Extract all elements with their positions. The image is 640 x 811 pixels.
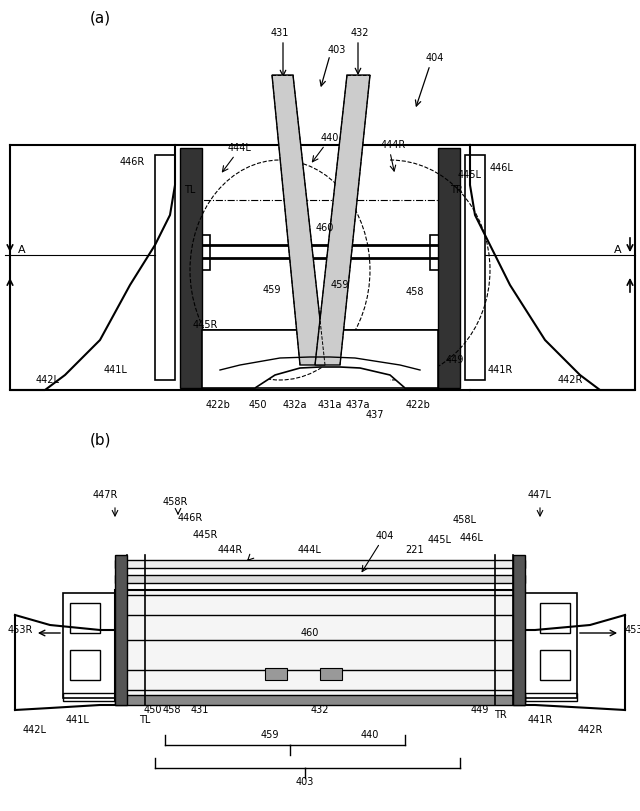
Bar	[115, 575, 525, 583]
Text: 458L: 458L	[453, 515, 477, 525]
Text: 450: 450	[249, 400, 268, 410]
Bar	[525, 693, 577, 701]
Text: 422b: 422b	[406, 400, 431, 410]
Text: 447R: 447R	[92, 490, 118, 500]
Text: 446L: 446L	[460, 533, 484, 543]
Bar	[540, 603, 570, 633]
Text: 459: 459	[263, 285, 281, 295]
Text: 444L: 444L	[298, 545, 322, 555]
Text: 460: 460	[316, 223, 334, 233]
Text: (a): (a)	[90, 11, 111, 25]
Text: 404: 404	[376, 531, 394, 541]
Text: 441R: 441R	[488, 365, 513, 375]
Bar	[155, 155, 175, 380]
Text: TR: TR	[493, 710, 506, 720]
Text: 432: 432	[351, 28, 369, 38]
Bar	[465, 155, 485, 380]
Text: 458: 458	[406, 287, 424, 297]
Text: 442R: 442R	[577, 725, 603, 735]
Text: 441R: 441R	[527, 715, 552, 725]
Text: A: A	[18, 245, 26, 255]
Text: 441L: 441L	[66, 715, 90, 725]
Text: 459: 459	[260, 730, 279, 740]
Bar	[115, 590, 525, 700]
Bar	[70, 650, 100, 680]
Text: 442R: 442R	[557, 375, 582, 385]
Bar	[180, 148, 202, 388]
Text: 221: 221	[406, 545, 424, 555]
Text: 446R: 446R	[177, 513, 203, 523]
Text: 446L: 446L	[490, 163, 514, 173]
Text: 447L: 447L	[528, 490, 552, 500]
Bar	[525, 593, 577, 698]
Text: 444R: 444R	[218, 545, 243, 555]
Text: 445R: 445R	[192, 530, 218, 540]
Text: 404: 404	[426, 53, 444, 63]
Bar	[202, 330, 438, 388]
Text: 442L: 442L	[36, 375, 60, 385]
Text: 403: 403	[328, 45, 346, 55]
Bar	[63, 593, 115, 698]
Text: (b): (b)	[90, 432, 111, 448]
Text: 453L: 453L	[625, 625, 640, 635]
Text: 458: 458	[163, 705, 181, 715]
Text: 403: 403	[296, 777, 314, 787]
Bar	[70, 603, 100, 633]
Text: 431: 431	[191, 705, 209, 715]
Text: 445L: 445L	[458, 170, 482, 180]
Text: 437: 437	[365, 410, 384, 420]
Text: 432: 432	[311, 705, 329, 715]
Bar	[430, 235, 455, 270]
Text: 445L: 445L	[428, 535, 452, 545]
Text: 459: 459	[331, 280, 349, 290]
Polygon shape	[315, 75, 370, 365]
Text: 458R: 458R	[163, 497, 188, 507]
Text: A: A	[614, 245, 622, 255]
Bar	[115, 555, 127, 705]
Text: 437a: 437a	[346, 400, 371, 410]
Bar	[115, 695, 525, 705]
Text: 460: 460	[301, 628, 319, 638]
Text: 440: 440	[361, 730, 379, 740]
Text: 453R: 453R	[7, 625, 33, 635]
Text: TR: TR	[450, 185, 463, 195]
Bar	[540, 650, 570, 680]
Bar	[320, 668, 342, 680]
Text: 444R: 444R	[380, 140, 406, 150]
Text: 431: 431	[271, 28, 289, 38]
Text: 440: 440	[321, 133, 339, 143]
Text: 444L: 444L	[228, 143, 252, 153]
Polygon shape	[272, 75, 325, 365]
Bar	[185, 235, 210, 270]
Bar	[265, 668, 287, 680]
Text: 432a: 432a	[283, 400, 307, 410]
Bar	[115, 560, 525, 568]
Text: 431a: 431a	[318, 400, 342, 410]
Polygon shape	[202, 330, 438, 388]
Text: 446R: 446R	[120, 157, 145, 167]
Text: TL: TL	[184, 185, 195, 195]
Text: 445R: 445R	[192, 320, 218, 330]
Bar	[63, 693, 115, 701]
Text: 449: 449	[446, 355, 464, 365]
Text: 449: 449	[471, 705, 489, 715]
Text: 422b: 422b	[205, 400, 230, 410]
Bar	[438, 148, 460, 388]
Text: TL: TL	[140, 715, 150, 725]
Text: 442L: 442L	[23, 725, 47, 735]
Text: 441L: 441L	[103, 365, 127, 375]
Text: 450: 450	[144, 705, 163, 715]
Bar	[513, 555, 525, 705]
